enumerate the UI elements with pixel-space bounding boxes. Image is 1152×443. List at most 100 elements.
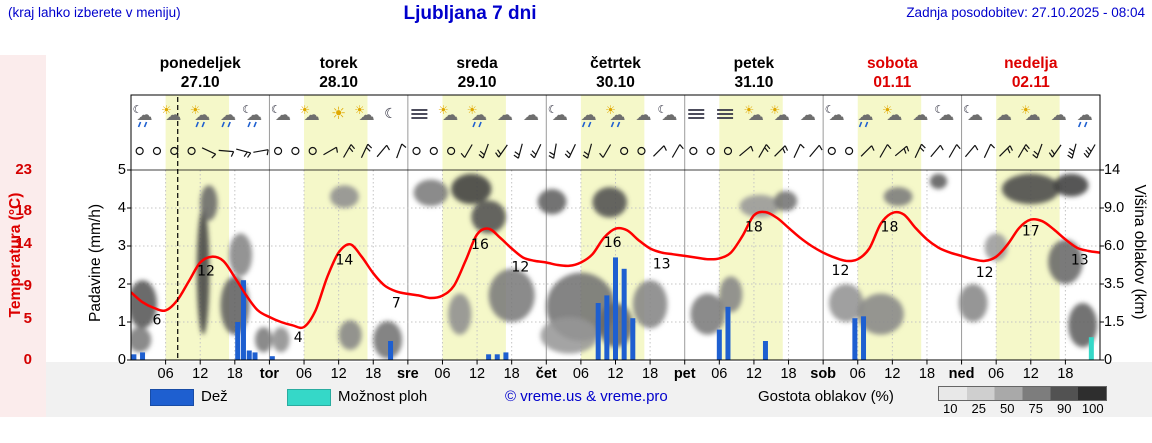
cloud-blob xyxy=(592,187,628,218)
wind-calm-icon xyxy=(706,146,715,156)
precipitation-bars xyxy=(131,257,1094,360)
rain-bar xyxy=(725,306,731,360)
svg-text:☁: ☁ xyxy=(246,105,262,124)
wind-barb-icon xyxy=(809,144,823,158)
time-tick-label: 12 xyxy=(192,366,209,382)
sun-cloud-rain-icon: ☀☁ xyxy=(190,103,210,128)
day-abbr-label: tor xyxy=(259,366,280,382)
precipitation-axis-label: Padavine (mm/h) xyxy=(87,203,104,323)
precipitation-axis-tick: 3 xyxy=(117,238,126,254)
wind-calm-icon xyxy=(844,146,854,156)
wind-calm-icon xyxy=(135,146,144,156)
rain-bar xyxy=(486,354,492,360)
precipitation-axis-tick: 2 xyxy=(117,276,126,292)
wind-barb-icon xyxy=(1017,144,1030,158)
wind-barb-icon xyxy=(983,143,996,159)
svg-text:☀: ☀ xyxy=(354,103,365,117)
cloud-axis-tick: 0 xyxy=(1104,352,1113,368)
svg-text:☁: ☁ xyxy=(304,105,320,124)
time-tick-label: 12 xyxy=(607,366,624,382)
svg-text:☁: ☁ xyxy=(774,105,790,124)
wind-barb-icon xyxy=(894,145,910,157)
svg-text:☁: ☁ xyxy=(858,105,874,124)
cloud-density-legend-label: Gostota oblakov (%) xyxy=(758,388,894,405)
cloud-blob xyxy=(1053,173,1089,197)
last-update: Zadnja posodobitev: 27.10.2025 - 08:04 xyxy=(906,5,1145,20)
cloud-blob xyxy=(690,293,726,335)
wind-barb-icon xyxy=(1083,144,1096,158)
svg-text:☁: ☁ xyxy=(471,105,487,124)
rain-bar xyxy=(240,280,246,360)
wind-calm-icon xyxy=(827,146,836,156)
precipitation-axis-tick: 4 xyxy=(117,200,126,216)
day-abbr-label: sre xyxy=(396,366,419,382)
svg-text:☀: ☀ xyxy=(467,103,478,117)
day-name-label: ponedeljek xyxy=(159,55,241,72)
svg-text:☁: ☁ xyxy=(1051,105,1067,124)
rain-bar xyxy=(269,356,275,360)
wind-barb-icon xyxy=(930,144,944,158)
svg-text:☀: ☀ xyxy=(605,103,616,117)
svg-text:4: 4 xyxy=(294,330,303,346)
svg-text:☁: ☁ xyxy=(829,105,845,124)
svg-text:☾: ☾ xyxy=(934,103,944,116)
cloud-blob xyxy=(828,284,864,322)
wind-barb-icon xyxy=(860,145,875,157)
wind-barb-icon xyxy=(1067,143,1077,159)
wind-barb-icon xyxy=(671,144,684,158)
temperature-curve xyxy=(131,210,1100,330)
day-abbr-label: sob xyxy=(810,366,837,382)
cloud-axis-tick: 14 xyxy=(1104,162,1121,178)
wind-barb-icon xyxy=(253,149,269,156)
wind-barb-icon xyxy=(376,144,390,158)
sun-cloud-rain-icon: ☀☁ xyxy=(467,103,487,128)
wind-calm-icon xyxy=(170,146,179,156)
wind-barb-icon xyxy=(460,144,473,158)
time-tick-label: 18 xyxy=(226,366,243,382)
precipitation-axis-tick: 5 xyxy=(117,162,126,178)
density-tick-label: 100 xyxy=(1081,401,1104,416)
rain-bar xyxy=(140,352,146,360)
wind-barb-icon xyxy=(343,144,356,158)
cloud-axis-tick: 3.5 xyxy=(1104,276,1125,292)
cloud-blob xyxy=(719,276,743,313)
cloud-blob xyxy=(1001,173,1060,205)
sun-cloud-icon: ☀☁ xyxy=(1020,103,1040,124)
time-tick-label: 18 xyxy=(1057,366,1074,382)
svg-text:16: 16 xyxy=(471,237,489,253)
rain-bar xyxy=(595,303,601,360)
time-tick-label: 18 xyxy=(780,366,797,382)
rain-bar xyxy=(716,329,722,360)
cloud-blob xyxy=(338,320,362,350)
density-tick-label: 75 xyxy=(1028,401,1043,416)
wind-barb-icon xyxy=(495,144,508,158)
day-date-label: 29.10 xyxy=(457,74,497,91)
svg-text:☀: ☀ xyxy=(299,103,310,117)
wind-barb-icon xyxy=(1032,143,1043,159)
wind-barbs-row xyxy=(135,143,1096,159)
cloud-height-axis-label: Višina oblakov (km) xyxy=(1131,184,1148,320)
temperature-axis-strip xyxy=(0,55,46,417)
svg-text:☁: ☁ xyxy=(194,105,210,124)
day-abbr-label: ned xyxy=(948,366,975,382)
wind-barb-icon xyxy=(739,145,754,157)
svg-text:☁: ☁ xyxy=(523,105,539,124)
sun-icon: ☀ xyxy=(331,104,346,124)
cloud-blob xyxy=(373,321,403,359)
wind-calm-icon xyxy=(308,146,317,156)
moon-cloud-icon: ☾☁ xyxy=(657,103,677,124)
svg-text:☁: ☁ xyxy=(800,105,816,124)
day-name-label: sobota xyxy=(866,55,918,72)
svg-text:18: 18 xyxy=(745,219,763,235)
time-tick-label: 12 xyxy=(1022,366,1039,382)
temperature-axis-tick: 23 xyxy=(15,161,32,178)
svg-text:☀: ☀ xyxy=(438,103,449,117)
wind-barb-icon xyxy=(236,148,252,158)
svg-text:☁: ☁ xyxy=(912,105,928,124)
svg-text:17: 17 xyxy=(1022,224,1040,240)
svg-text:☁: ☁ xyxy=(1077,105,1093,124)
sun-cloud-icon: ☀☁ xyxy=(770,103,790,124)
copyright-link[interactable]: © vreme.us & vreme.pro xyxy=(505,388,668,405)
density-tick-label: 50 xyxy=(1000,401,1015,416)
svg-text:12: 12 xyxy=(832,263,850,279)
